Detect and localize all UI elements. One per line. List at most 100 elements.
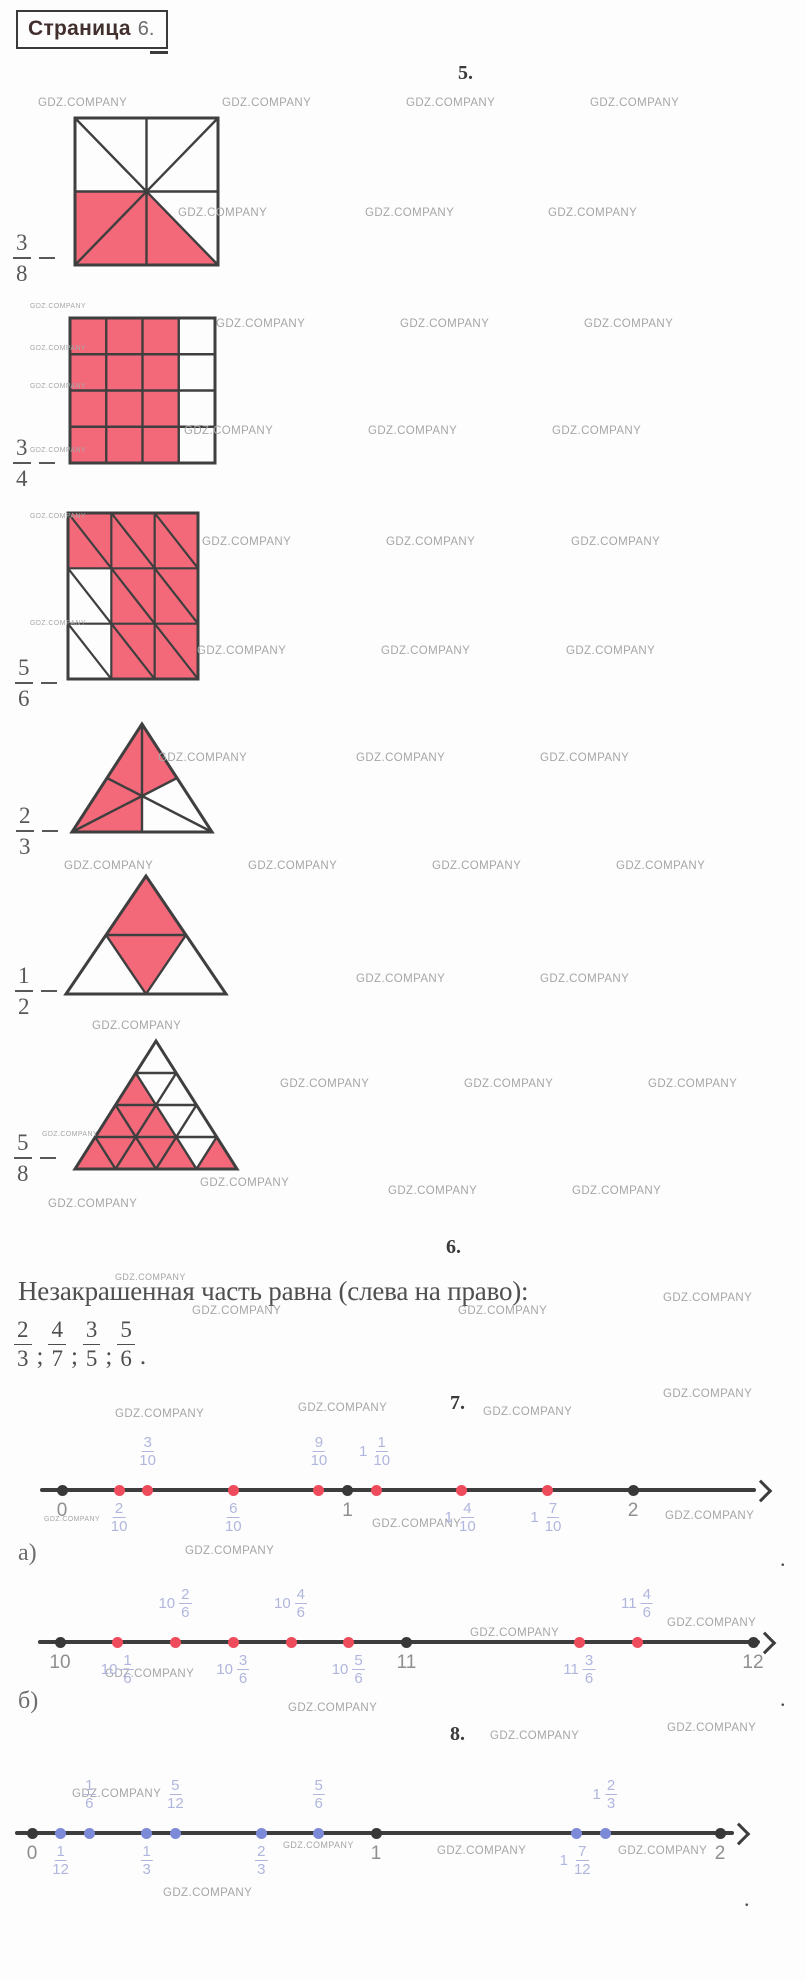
page-header-box: Страница 6. [16, 10, 169, 49]
fraction-whole-part: 1 [559, 1852, 568, 1869]
fraction-dot [632, 1636, 643, 1648]
watermark: GDZ.COMPANY [115, 1272, 186, 1282]
integer-label: 0 [26, 1843, 38, 1864]
fraction: 1 4 10 [445, 1500, 479, 1535]
watermark: GDZ.COMPANY [667, 1722, 757, 1734]
integer-dot [342, 1484, 353, 1496]
watermark: GDZ.COMPANY [30, 447, 86, 454]
watermark: GDZ.COMPANY [185, 1545, 275, 1557]
dash [39, 1156, 56, 1160]
watermark: GDZ.COMPANY [432, 860, 522, 872]
fraction-denominator: 10 [544, 1518, 562, 1535]
fraction: 1 12 [49, 1843, 72, 1878]
fraction-numerator: 5 [352, 1652, 365, 1670]
fraction-denominator: 2 [18, 994, 30, 1019]
watermark: GDZ.COMPANY [64, 860, 154, 872]
fraction-stack: 4 10 [456, 1500, 479, 1535]
fraction-dot [113, 1484, 125, 1496]
integer-dot [56, 1484, 68, 1496]
fraction-dot [574, 1636, 586, 1648]
fraction: 10 5 6 [332, 1652, 366, 1687]
number-line [40, 1487, 756, 1493]
fraction-denominator: 8 [16, 261, 28, 286]
fraction-dot [255, 1827, 267, 1839]
watermark: GDZ.COMPANY [552, 425, 642, 437]
fraction-numerator: 7 [546, 1500, 560, 1518]
watermark: GDZ.COMPANY [572, 1185, 662, 1197]
problem-7-heading: 7. [450, 1392, 465, 1414]
fraction-denominator: 3 [257, 1861, 266, 1878]
fraction-denominator: 12 [52, 1861, 69, 1878]
fraction: 1 1 10 [359, 1434, 393, 1469]
fraction-denominator: 10 [110, 1518, 128, 1535]
watermark: GDZ.COMPANY [216, 318, 306, 330]
watermark: GDZ.COMPANY [288, 1702, 378, 1714]
watermark: GDZ.COMPANY [388, 1185, 478, 1197]
fraction-numerator: 7 [576, 1843, 589, 1861]
integer-dot [714, 1827, 726, 1839]
fraction: 9 10 [308, 1434, 331, 1469]
watermark: GDZ.COMPANY [115, 1408, 205, 1420]
fraction-denominator: 6 [181, 1604, 190, 1621]
watermark: GDZ.COMPANY [202, 536, 292, 548]
fraction-numerator: 1 [83, 1777, 96, 1795]
integer-dot [370, 1827, 382, 1839]
fraction-denominator: 10 [459, 1518, 476, 1535]
fraction-denominator: 5 [85, 1346, 98, 1371]
fraction-stack: 7 12 [571, 1843, 594, 1878]
page-header-title: Страница [28, 17, 131, 40]
fraction-dot [313, 1484, 325, 1496]
watermark: GDZ.COMPANY [248, 860, 338, 872]
fraction-numerator: 4 [640, 1586, 653, 1604]
fraction-stack: 1 12 [49, 1843, 72, 1878]
fraction: 1 7 12 [560, 1843, 594, 1878]
fraction-dot [541, 1484, 553, 1496]
watermark: GDZ.COMPANY [458, 1305, 548, 1317]
watermark: GDZ.COMPANY [566, 645, 656, 657]
watermark: GDZ.COMPANY [158, 752, 248, 764]
fraction-numerator: 3 [141, 1434, 154, 1452]
watermark: GDZ.COMPANY [381, 645, 471, 657]
fraction: 11 4 6 [621, 1586, 654, 1621]
problem-6-heading: 6. [446, 1236, 461, 1258]
watermark: GDZ.COMPANY [30, 303, 86, 310]
watermark: GDZ.COMPANY [42, 1131, 98, 1138]
watermark: GDZ.COMPANY [648, 1078, 738, 1090]
integer-dot [401, 1636, 412, 1648]
fraction-dot [370, 1484, 382, 1496]
fraction-numerator: 9 [312, 1434, 326, 1452]
fraction-numerator: 5 [169, 1777, 182, 1795]
watermark: GDZ.COMPANY [44, 1516, 100, 1523]
fraction-denominator: 6 [123, 1670, 132, 1687]
fraction-numerator: 3 [582, 1652, 596, 1670]
watermark: GDZ.COMPANY [490, 1730, 580, 1742]
fraction-numerator: 4 [48, 1316, 66, 1345]
watermark: GDZ.COMPANY [30, 345, 86, 352]
figure-square-eighths [73, 116, 220, 267]
watermark: GDZ.COMPANY [222, 97, 312, 109]
fraction-denominator: 12 [167, 1795, 184, 1812]
dash [41, 829, 58, 833]
fraction-denominator: 12 [573, 1861, 591, 1878]
fraction-numerator: 3 [82, 1316, 101, 1345]
fraction: 6 10 [222, 1500, 245, 1535]
watermark: GDZ.COMPANY [400, 318, 490, 330]
fraction-denominator: 6 [296, 1604, 306, 1621]
integer-label: 10 [49, 1652, 71, 1673]
fraction-dot [169, 1636, 181, 1648]
watermark: GDZ.COMPANY [665, 1510, 755, 1522]
